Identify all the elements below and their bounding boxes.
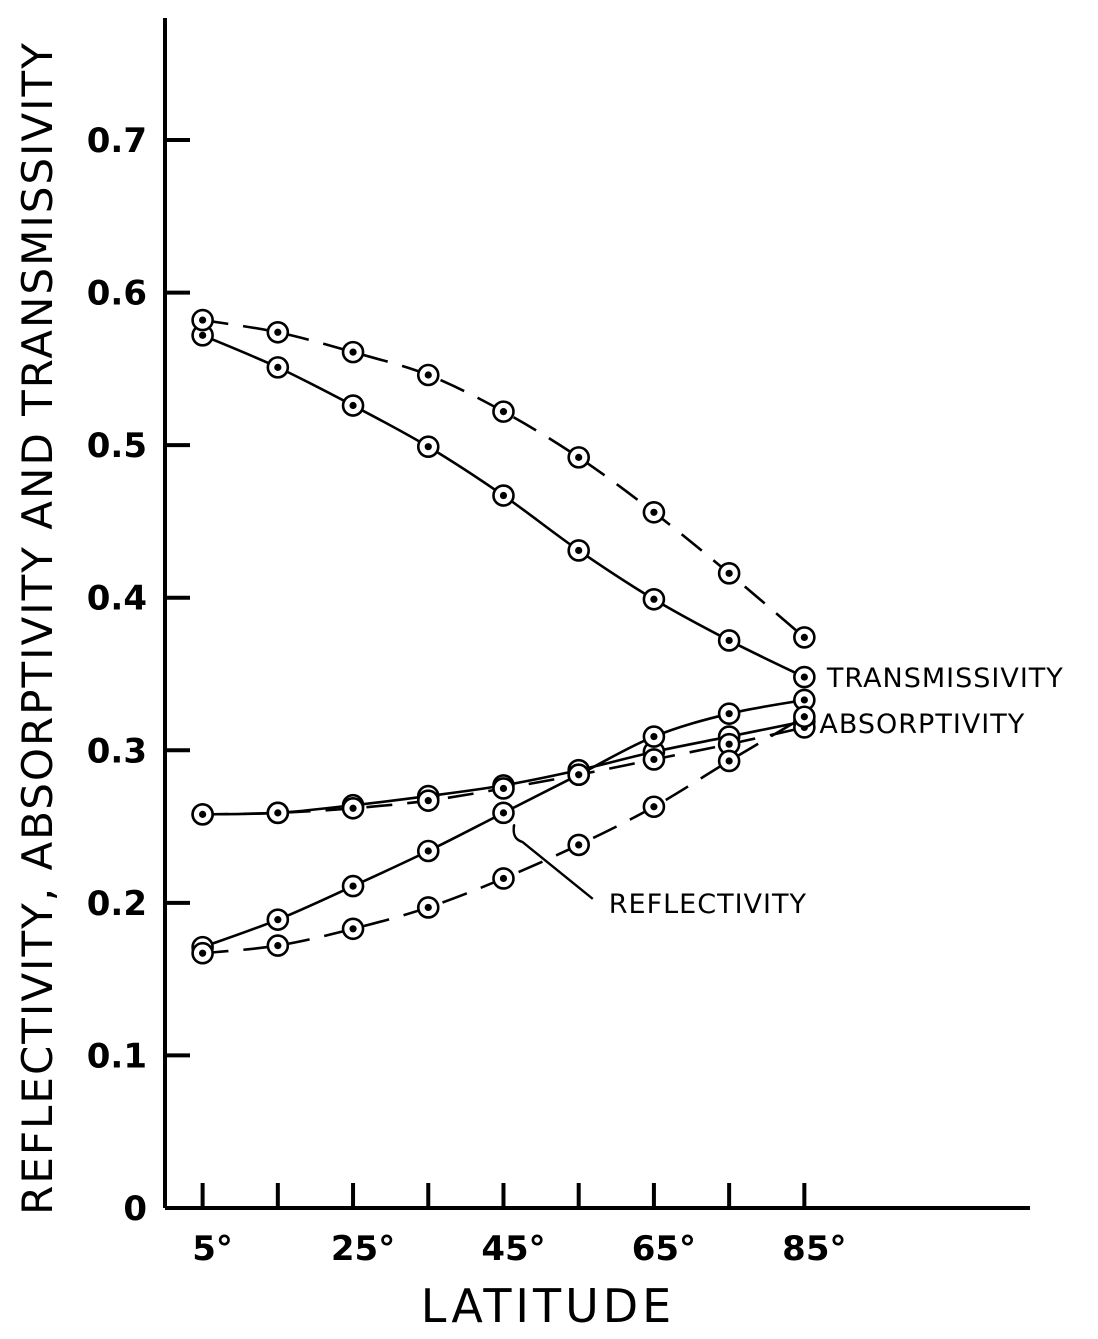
y-tick-label: 0.7	[87, 121, 147, 161]
data-point	[499, 408, 508, 416]
y-tick-label: 0.2	[87, 884, 147, 924]
data-point	[199, 810, 207, 818]
data-point	[499, 491, 508, 500]
data-point	[349, 348, 357, 356]
y-tick-label: 0.4	[87, 579, 147, 619]
data-point	[499, 784, 508, 793]
data-point	[650, 803, 658, 811]
series-label: REFLECTIVITY	[609, 889, 807, 920]
x-tick-label: 85°	[782, 1229, 846, 1269]
y-tick-label: 0	[123, 1189, 147, 1229]
data-point	[800, 696, 808, 704]
data-point	[349, 401, 357, 410]
data-point	[725, 757, 733, 765]
series-label: TRANSMISSIVITY	[826, 663, 1064, 694]
data-point	[274, 809, 282, 817]
x-tick-label: 65°	[632, 1229, 696, 1269]
data-point	[274, 941, 282, 950]
data-point	[349, 882, 357, 890]
data-point	[800, 713, 808, 721]
series-layer	[191, 308, 816, 965]
series-line	[202, 715, 806, 955]
data-point	[349, 804, 357, 812]
y-tick-label: 0.5	[87, 426, 147, 466]
data-point	[349, 925, 357, 933]
data-point	[650, 595, 658, 603]
data-point	[725, 569, 733, 577]
data-point	[575, 771, 583, 779]
data-point	[650, 732, 658, 741]
data-point	[800, 673, 808, 681]
data-point	[499, 874, 508, 883]
data-point	[575, 841, 583, 849]
data-point	[424, 847, 432, 855]
data-point	[274, 328, 282, 336]
x-axis-title: LATITUDE	[421, 1279, 676, 1333]
data-point	[725, 636, 733, 645]
axes: 0 0.1 0.2 0.3 0.4 0.5 0.6 0.7 5° 25° 45° 65° 85°	[87, 18, 1030, 1269]
data-point	[424, 903, 432, 912]
y-tick-label: 0.6	[87, 274, 147, 314]
x-tick-label: 5°	[192, 1229, 233, 1269]
series-line	[202, 318, 806, 639]
data-point	[274, 363, 282, 371]
data-point	[424, 797, 432, 805]
y-axis-title: REFLECTIVITY, ABSORPTIVITY AND TRANSMISS…	[13, 41, 62, 1215]
data-point	[650, 755, 658, 764]
y-tick-label: 0.1	[87, 1036, 147, 1076]
series-reflectivity-dashed	[191, 705, 816, 965]
data-point	[650, 508, 658, 516]
data-point	[199, 331, 207, 339]
data-point	[800, 633, 808, 642]
data-point	[424, 371, 432, 379]
y-tick-label: 0.3	[87, 731, 147, 771]
x-tick-label: 45°	[481, 1229, 545, 1269]
x-tick-label: 25°	[331, 1229, 395, 1269]
series-line	[202, 720, 805, 816]
series-transmissivity-dashed	[191, 308, 816, 649]
data-point	[199, 949, 207, 957]
data-point	[199, 316, 207, 324]
data-point	[725, 740, 733, 748]
reflectivity-leader-line	[512, 824, 594, 900]
series-transmissivity-solid	[191, 324, 816, 689]
annotation-layer: TRANSMISSIVITY ABSORPTIVITY REFLECTIVITY	[512, 663, 1064, 920]
data-point	[575, 546, 583, 555]
data-point	[725, 710, 733, 718]
data-point	[499, 809, 508, 817]
data-point	[274, 916, 282, 924]
data-point	[424, 443, 432, 451]
series-label: ABSORPTIVITY	[819, 709, 1025, 740]
data-point	[575, 453, 583, 461]
